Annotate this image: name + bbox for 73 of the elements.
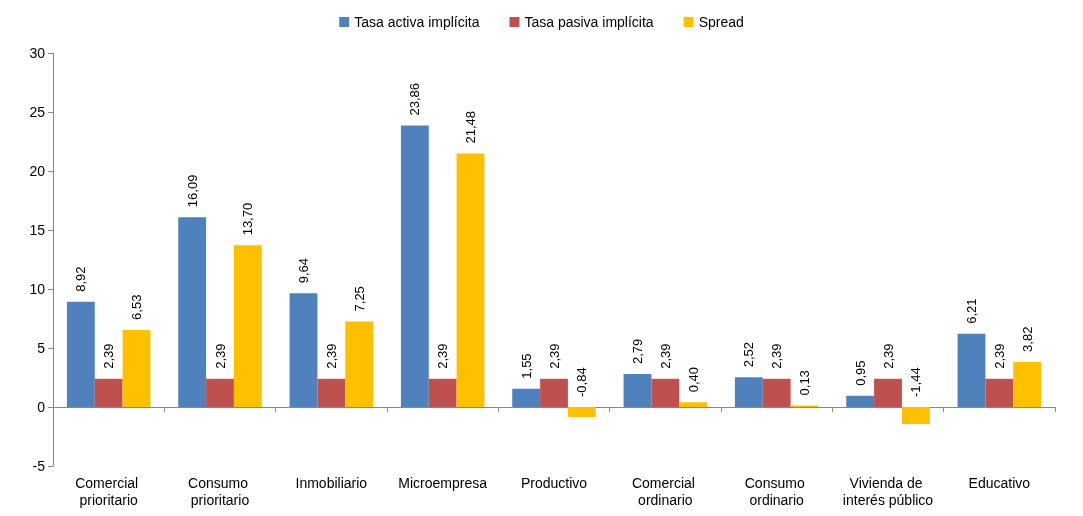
data-label: 0,13 [797,370,812,396]
bar [233,245,262,407]
data-label: 2,39 [657,343,673,369]
y-tick-label: 0 [37,399,46,415]
bar [846,395,875,407]
y-tick-label: 15 [29,222,46,238]
data-label: 0,40 [685,366,701,393]
x-tick-label: Inmobiliario [295,474,368,491]
bar [1013,361,1042,407]
legend-label: Tasa pasiva implícita [524,14,654,30]
data-label: 2,39 [546,343,562,369]
y-tick-label: 5 [37,340,46,356]
legend-label: Spread [698,14,744,30]
y-tick-label: 10 [29,281,46,297]
legend-label: Tasa activa implícita [354,14,480,30]
data-label: 9,64 [296,257,311,284]
x-tick-label: Productivo [520,474,588,491]
data-label: 2,79 [630,338,645,365]
bar [345,321,374,407]
data-label: 2,39 [991,343,1007,369]
bar [567,407,596,417]
data-label: 2,39 [769,343,785,369]
bar [206,378,234,407]
bar [317,378,346,407]
y-tick-label: 30 [29,45,46,61]
x-tick-label: Consumo ordinario [744,474,809,508]
data-label: 21,48 [463,110,478,144]
data-label: 16,09 [184,174,200,208]
data-label: 2,52 [741,341,757,368]
bar [289,293,318,407]
bar [734,377,763,407]
bar [66,301,95,407]
data-label: 13,70 [240,202,256,236]
data-label: 8,92 [73,266,89,292]
y-tick-label: -5 [32,458,46,474]
bar [651,378,680,407]
bar [428,378,457,407]
data-label: -1,44 [908,367,924,397]
y-tick-label: 25 [29,104,46,120]
x-tick-label: Educativo [968,474,1031,491]
data-label: 2,39 [435,343,451,369]
data-label: 7,25 [351,286,367,312]
data-label: 23,86 [407,82,423,116]
data-label: -0,84 [574,367,590,397]
bar [400,125,429,407]
x-tick-label: Vivienda de interés público [842,474,934,508]
data-label: 0,95 [852,360,868,386]
y-tick-label: 20 [29,163,46,179]
bar [122,329,151,407]
bar [762,378,791,407]
bar [540,378,568,407]
bar [874,378,902,407]
data-label: 6,53 [129,294,144,320]
data-label: 3,82 [1019,326,1035,352]
x-tick-label: Comercial prioritario [75,474,143,508]
bar [178,217,207,407]
data-label: 1,55 [518,353,534,379]
bar [623,374,652,407]
data-label: 2,39 [880,343,896,369]
bar [901,407,930,424]
bar [456,153,485,407]
x-tick-label: Consumo prioritario [188,474,252,508]
bar [512,388,541,407]
data-label: 2,39 [212,343,228,369]
x-tick-label: Comercial ordinario [631,474,699,508]
data-label: 2,39 [323,343,339,369]
bar [957,333,986,407]
data-label: 2,39 [101,343,117,369]
x-tick-label: Microempresa [398,474,488,491]
bar [679,402,708,407]
data-label: 6,21 [964,298,979,324]
bar [94,378,123,407]
bar [985,378,1014,407]
